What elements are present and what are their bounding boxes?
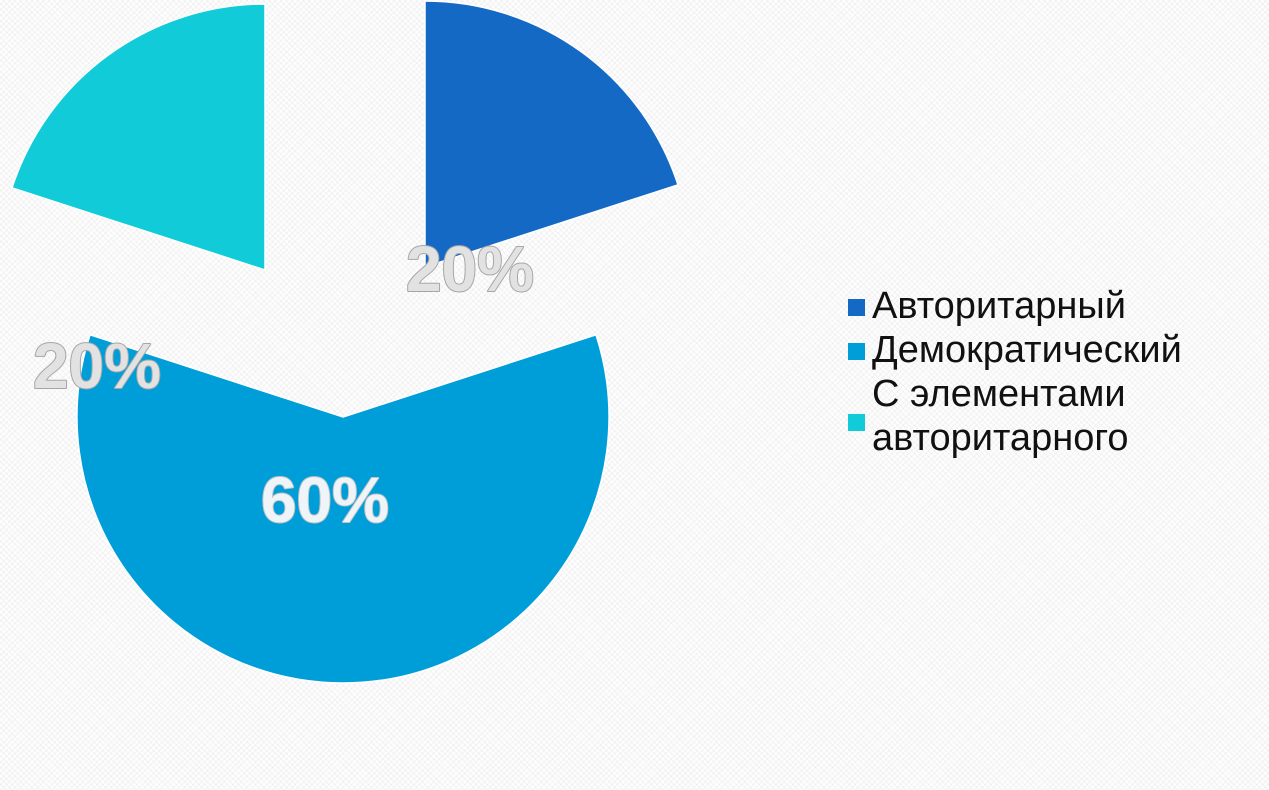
chart-legend: Авторитарный Демократический С элементам… — [846, 284, 1266, 460]
pie-slice-democratic — [76, 333, 610, 684]
legend-swatch-democratic — [848, 343, 865, 360]
pie-data-labels: 20% 60% 20% — [32, 232, 535, 537]
pie-slice-authoritarian — [424, 0, 679, 269]
legend-swatch-mixed — [848, 414, 865, 431]
legend-label-democratic: Демократический — [872, 329, 1182, 371]
legend-label-mixed: С элементами авторитарного — [872, 373, 1129, 459]
pie-slices — [11, 0, 679, 684]
legend-item-mixed: С элементами авторитарного — [846, 372, 1266, 460]
legend-label-authoritarian: Авторитарный — [872, 285, 1126, 327]
data-label-democratic: 60% — [261, 464, 389, 536]
legend-swatch-authoritarian — [848, 299, 865, 316]
legend-item-democratic: Демократический — [846, 328, 1266, 372]
pie-slice-mixed — [11, 3, 266, 272]
legend-item-authoritarian: Авторитарный — [846, 284, 1266, 328]
data-label-authoritarian: 20% — [406, 233, 534, 305]
data-label-mixed: 20% — [33, 330, 161, 402]
